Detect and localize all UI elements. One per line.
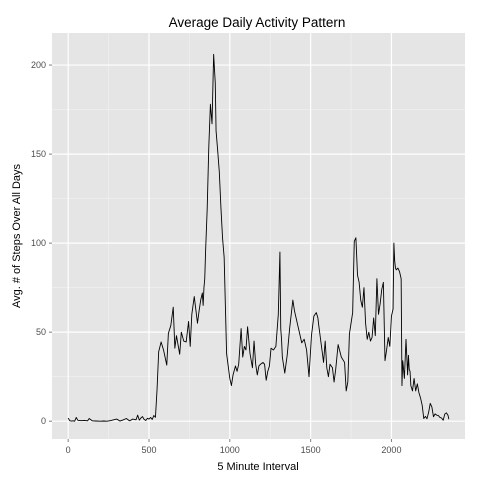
x-tick-label: 500 <box>141 445 156 455</box>
chart-title: Average Daily Activity Pattern <box>169 15 346 30</box>
x-tick-label: 0 <box>66 445 71 455</box>
plot-panel <box>52 33 465 439</box>
y-tick-label: 200 <box>31 60 46 70</box>
series-line <box>67 53 450 422</box>
x-tick-label: 2000 <box>381 445 401 455</box>
x-axis-title: 5 Minute Interval <box>217 461 298 473</box>
major-gridlines <box>52 33 465 439</box>
y-tick-label: 150 <box>31 149 46 159</box>
minor-gridlines <box>52 33 465 439</box>
y-axis: 0 50 100 150 200 <box>31 60 52 426</box>
y-tick-label: 0 <box>41 416 46 426</box>
x-axis: 0 500 1000 1500 2000 <box>66 439 401 455</box>
y-tick-label: 50 <box>36 327 46 337</box>
x-tick-label: 1000 <box>220 445 240 455</box>
y-tick-label: 100 <box>31 238 46 248</box>
series-layer <box>67 53 450 422</box>
y-axis-title: Avg. # of Steps Over All Days <box>11 163 23 308</box>
x-tick-label: 1500 <box>301 445 321 455</box>
